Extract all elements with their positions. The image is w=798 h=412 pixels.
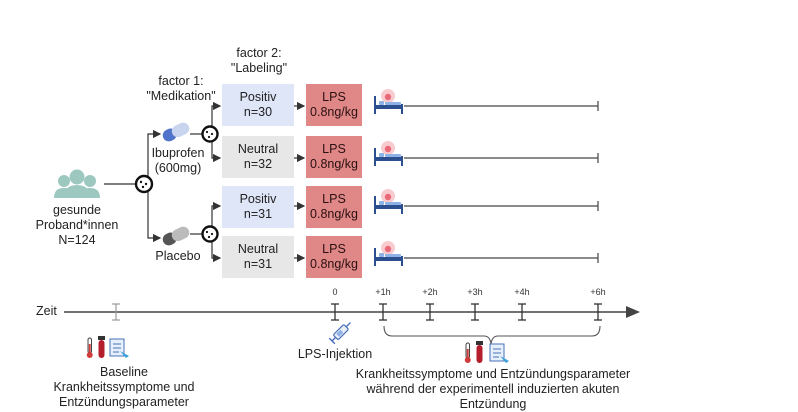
lps-line1: LPS: [322, 90, 346, 104]
lps-line2: 0.8ng/kg: [310, 105, 358, 119]
group-label: Positiv: [239, 90, 277, 104]
baseline-tick: [112, 303, 120, 321]
lps-line2: 0.8ng/kg: [310, 257, 358, 271]
random-assign-icon: [201, 125, 219, 143]
thermometer-icon: [86, 337, 93, 358]
participants-line2: Proband*innen: [35, 218, 119, 232]
baseline-measurement-icons: [86, 336, 129, 358]
drug-placebo-text: Placebo: [155, 249, 201, 263]
clipboard-icon: [489, 343, 509, 363]
lps-box: LPS 0.8ng/kg: [306, 186, 362, 228]
post-measurement-label: Krankheitssymptome und Entzündungsparame…: [348, 367, 638, 412]
baseline-label: Baseline Krankheitssymptome und Entzündu…: [34, 365, 214, 410]
group-n: n=31: [243, 207, 273, 221]
post-line1: Krankheitssymptome und Entzündungsparame…: [355, 367, 631, 381]
lps-line2: 0.8ng/kg: [310, 157, 358, 171]
injection-label: LPS-Injektion: [297, 347, 373, 361]
lps-box: LPS 0.8ng/kg: [306, 136, 362, 178]
blood-tube-icon: [476, 341, 483, 363]
timeline-tick-label: +2h: [422, 287, 438, 297]
follow-up-rows: [374, 89, 599, 266]
time-axis-label: Zeit: [36, 304, 57, 318]
drug-ibuprofen-label: Ibuprofen (600mg): [148, 146, 208, 176]
group-n: n=30: [243, 105, 273, 119]
group-label: Neutral: [237, 242, 279, 256]
timeline-tick: [331, 303, 339, 321]
syringe-icon: [328, 322, 351, 345]
patient-bed-icon: [374, 241, 403, 266]
group-box-ibuprofen-positiv: Positiv n=30: [222, 84, 294, 126]
drug-ibuprofen-line2: (600mg): [154, 161, 202, 175]
group-label: Neutral: [237, 142, 279, 156]
patient-bed-icon: [374, 189, 403, 214]
group-n: n=32: [243, 157, 273, 171]
pill-icon: [162, 226, 190, 246]
group-label: Positiv: [239, 192, 277, 206]
timeline-ticks: [331, 303, 602, 321]
lps-box: LPS 0.8ng/kg: [306, 236, 362, 278]
group-box-placebo-positiv: Positiv n=31: [222, 186, 294, 228]
timeline-axis: [64, 303, 640, 321]
timeline-tick-label: +1h: [375, 287, 391, 297]
timeline-tick: [379, 303, 387, 321]
random-assign-icon: [134, 174, 154, 194]
factor2-line1: factor 2:: [236, 46, 282, 60]
group-box-ibuprofen-neutral: Neutral n=32: [222, 136, 294, 178]
group-n: n=31: [243, 257, 273, 271]
group-to-lps-connectors: [294, 101, 306, 263]
lps-line1: LPS: [322, 192, 346, 206]
lps-line2: 0.8ng/kg: [310, 207, 358, 221]
factor1-line1: factor 1:: [158, 74, 204, 88]
timeline-tick-label: +4h: [514, 287, 530, 297]
random-assign-icon: [201, 225, 219, 243]
lps-line1: LPS: [322, 142, 346, 156]
people-icon: [54, 169, 100, 198]
lps-line1: LPS: [322, 242, 346, 256]
post-line2: während der experimentell induzierten ak…: [366, 382, 620, 396]
participants-label: gesunde Proband*innen N=124: [30, 203, 124, 248]
clipboard-icon: [109, 338, 129, 358]
baseline-line3: Entzündungsparameter: [59, 395, 189, 409]
timeline-tick: [471, 303, 479, 321]
participants-line1: gesunde: [53, 203, 101, 217]
measurement-brace: [383, 325, 601, 345]
patient-bed-icon: [374, 89, 403, 114]
patient-bed-icon: [374, 141, 403, 166]
timeline-tick: [594, 303, 602, 321]
post-measurement-icons: [464, 341, 509, 363]
drug-placebo-label: Placebo: [148, 249, 208, 264]
timeline-tick-label: 0: [332, 287, 338, 297]
factor2-line2: "Labeling": [230, 61, 288, 75]
factor1-line2: "Medikation": [146, 89, 216, 103]
participants-line3: N=124: [58, 233, 96, 247]
post-line3: Entzündung: [459, 397, 527, 411]
drug-ibuprofen-line1: Ibuprofen: [151, 146, 205, 160]
timeline-tick-label: +6h: [590, 287, 606, 297]
timeline-tick: [426, 303, 434, 321]
factor1-label: factor 1: "Medikation": [136, 74, 226, 104]
timeline-tick-label: +3h: [467, 287, 483, 297]
group-box-placebo-neutral: Neutral n=31: [222, 236, 294, 278]
factor2-label: factor 2: "Labeling": [214, 46, 304, 76]
lps-box: LPS 0.8ng/kg: [306, 84, 362, 126]
thermometer-icon: [464, 342, 471, 363]
pill-icon: [162, 122, 190, 142]
timeline-tick: [518, 303, 526, 321]
blood-tube-icon: [98, 336, 105, 358]
baseline-line1: Baseline: [100, 365, 148, 379]
baseline-line2: Krankheitssymptome und: [53, 380, 195, 394]
